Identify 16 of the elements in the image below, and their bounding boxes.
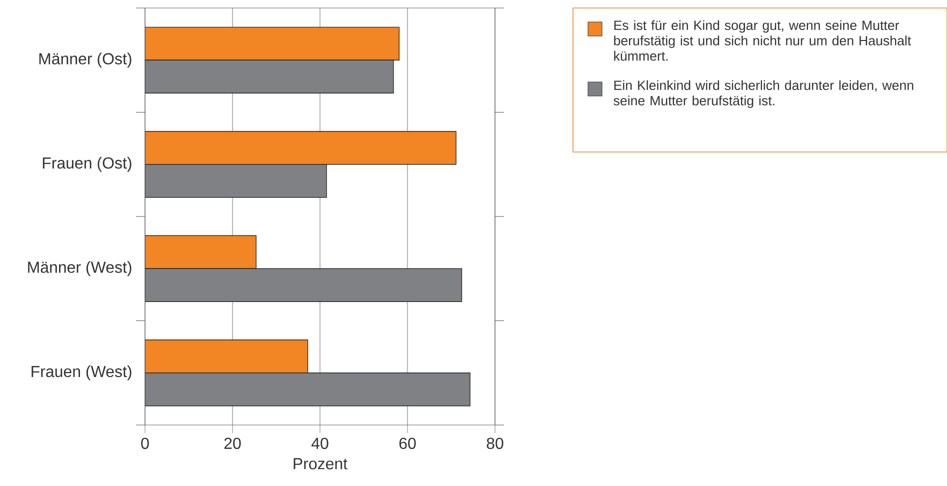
y-tick-label: Frauen (West) [32,365,132,380]
x-tick-label: 20 [224,438,241,450]
bar [145,26,400,60]
y-tick-label: Männer (West) [28,261,132,276]
bar [145,235,256,269]
x-tick-label: 0 [141,438,149,450]
bar [145,340,308,374]
legend-label: Ein Kleinkind wird sicherlich darunter leiden, wenn seine Mutter berufstätig ist. [614,80,914,108]
bar [145,131,456,165]
legend-label: Es ist für ein Kind sogar gut, wenn seine Mutter berufstätig ist und sich nicht nur um den Haushalt kümmert. [614,20,912,61]
x-tick-label: 60 [399,438,416,450]
x-tick-label: 40 [311,438,328,450]
y-tick-label: Frauen (Ost) [42,156,132,172]
x-axis-title: Prozent [294,458,348,470]
y-tick-label: Männer (Ost) [39,52,132,68]
x-tick-label: 80 [486,438,504,450]
